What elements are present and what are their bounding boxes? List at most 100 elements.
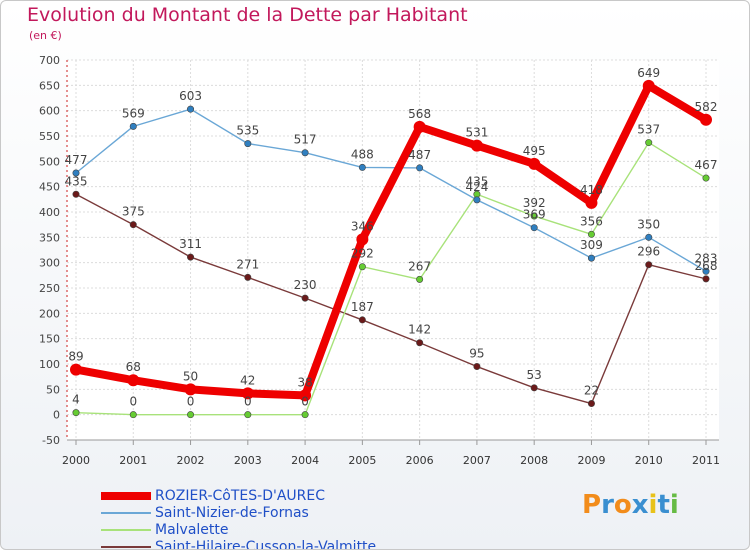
- data-point: [244, 140, 252, 148]
- data-point: [587, 230, 595, 238]
- logo-letter: t: [657, 490, 670, 520]
- data-label: 268: [695, 259, 718, 273]
- logo-letter: o: [613, 490, 632, 520]
- data-point: [702, 174, 710, 182]
- proxiti-logo: Proxiti: [582, 490, 679, 520]
- data-label: 649: [637, 66, 660, 80]
- data-label: 292: [351, 247, 374, 261]
- data-label: 0: [187, 395, 195, 409]
- data-label: 582: [695, 100, 718, 114]
- logo-letter: P: [582, 490, 602, 520]
- data-point: [530, 212, 538, 220]
- data-point: [700, 113, 712, 126]
- legend: ROZIER-CôTES-D'AUREC Saint-Nizier-de-For…: [101, 487, 377, 550]
- data-label: 0: [129, 395, 137, 409]
- data-point: [413, 120, 426, 133]
- data-point: [129, 122, 137, 130]
- data-point: [127, 374, 140, 387]
- data-label: 142: [408, 323, 431, 337]
- data-label: 95: [469, 347, 484, 361]
- data-label: 495: [523, 144, 546, 158]
- data-label: 535: [236, 124, 259, 138]
- series-line: [75, 141, 707, 416]
- data-point: [70, 363, 82, 376]
- data-point: [241, 387, 254, 400]
- series-line: [72, 81, 710, 400]
- data-point: [645, 261, 653, 269]
- data-label: 435: [465, 174, 488, 188]
- data-label: 230: [294, 278, 317, 292]
- data-label: 356: [580, 214, 603, 228]
- data-point: [358, 263, 366, 271]
- data-label: 187: [351, 300, 374, 314]
- y-tick-label: 350: [39, 231, 60, 244]
- data-label: 375: [122, 205, 145, 219]
- legend-item-saint-hilaire: Saint-Hilaire-Cusson-la-Valmitte: [101, 538, 377, 550]
- data-label: 68: [126, 360, 141, 374]
- data-label: 283: [695, 251, 718, 265]
- data-point: [416, 164, 424, 172]
- y-tick-label: 450: [39, 181, 60, 194]
- data-point: [702, 267, 710, 275]
- legend-label: ROZIER-CôTES-D'AUREC: [155, 487, 326, 504]
- data-label: 424: [465, 180, 488, 194]
- data-label: 487: [408, 148, 431, 162]
- data-label: 537: [637, 123, 660, 137]
- data-point: [301, 149, 309, 157]
- data-label: 53: [527, 368, 542, 382]
- x-tick-label: 2005: [348, 454, 376, 467]
- y-tick-label: 250: [39, 282, 60, 295]
- y-tick-label: 100: [39, 358, 60, 371]
- data-point: [587, 254, 595, 262]
- data-point: [642, 79, 655, 92]
- legend-swatch: [101, 528, 151, 531]
- data-point: [358, 163, 366, 171]
- logo-letter: r: [601, 490, 614, 520]
- data-label: 0: [301, 395, 309, 409]
- data-label: 568: [408, 107, 431, 121]
- data-point: [530, 384, 538, 392]
- data-label: 477: [65, 153, 88, 167]
- data-point: [356, 233, 369, 246]
- data-label: 4: [72, 393, 80, 407]
- data-point: [416, 339, 424, 347]
- data-label: 38: [297, 375, 312, 389]
- data-point: [129, 411, 137, 419]
- x-tick-label: 2003: [234, 454, 262, 467]
- data-label: 392: [523, 196, 546, 210]
- plot-area: [67, 60, 719, 440]
- data-point: [72, 409, 80, 417]
- data-point: [645, 233, 653, 241]
- data-point: [72, 190, 80, 198]
- y-tick-label: 650: [39, 79, 60, 92]
- series-line: [75, 108, 707, 272]
- legend-label: Saint-Hilaire-Cusson-la-Valmitte: [155, 538, 377, 550]
- data-point: [585, 196, 598, 209]
- data-label: 569: [122, 106, 145, 120]
- data-label: 296: [637, 245, 660, 259]
- data-label: 350: [637, 217, 660, 231]
- data-label: 418: [580, 183, 603, 197]
- x-tick-label: 2007: [463, 454, 491, 467]
- data-point: [530, 224, 538, 232]
- legend-item-saint-nizier: Saint-Nizier-de-Fornas: [101, 504, 376, 521]
- data-point: [184, 383, 197, 396]
- data-point: [528, 157, 541, 170]
- data-label: 271: [236, 257, 259, 271]
- x-tick-label: 2011: [692, 454, 720, 467]
- data-point: [358, 316, 366, 324]
- data-point: [129, 221, 137, 229]
- y-tick-label: 700: [39, 54, 60, 67]
- x-tick-label: 2009: [577, 454, 605, 467]
- data-label: 346: [351, 219, 374, 233]
- legend-item-rozier: ROZIER-CôTES-D'AUREC: [101, 487, 376, 504]
- data-point: [587, 400, 595, 408]
- data-point: [187, 411, 195, 419]
- x-tick-label: 2010: [635, 454, 663, 467]
- data-label: 517: [294, 133, 317, 147]
- data-label: 267: [408, 259, 431, 273]
- y-tick-label: 200: [39, 307, 60, 320]
- data-point: [301, 411, 309, 419]
